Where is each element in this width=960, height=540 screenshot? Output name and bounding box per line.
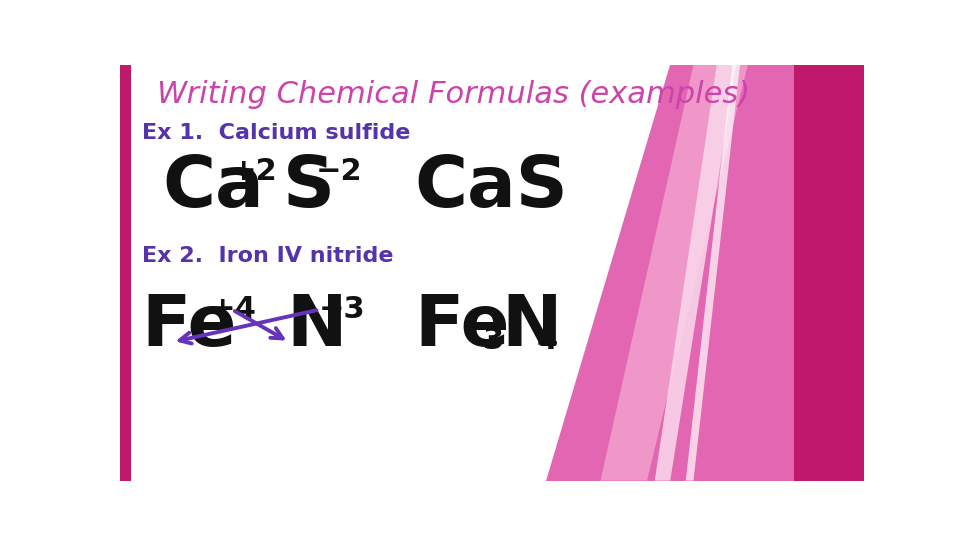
Text: Writing Chemical Formulas (examples): Writing Chemical Formulas (examples) [156, 79, 750, 109]
Text: N: N [501, 292, 562, 361]
Polygon shape [601, 65, 748, 481]
Text: N: N [287, 292, 348, 361]
Polygon shape [120, 65, 131, 481]
Text: +4: +4 [210, 295, 256, 324]
Polygon shape [794, 65, 864, 481]
Text: Fe: Fe [415, 292, 510, 361]
Text: Ca: Ca [162, 153, 264, 222]
Polygon shape [546, 65, 794, 481]
Text: Ex 1.  Calcium sulfide: Ex 1. Calcium sulfide [142, 123, 410, 143]
Text: −3: −3 [319, 295, 366, 324]
Text: Ex 2.  Iron IV nitride: Ex 2. Iron IV nitride [142, 246, 394, 266]
Text: +2: +2 [230, 157, 277, 186]
Text: S: S [283, 153, 335, 222]
Text: −2: −2 [315, 157, 362, 186]
Polygon shape [685, 65, 740, 481]
Text: 4: 4 [537, 326, 558, 355]
Text: Fe: Fe [142, 292, 237, 361]
Text: 3: 3 [483, 326, 504, 355]
Polygon shape [655, 65, 736, 481]
Text: CaS: CaS [415, 153, 568, 222]
